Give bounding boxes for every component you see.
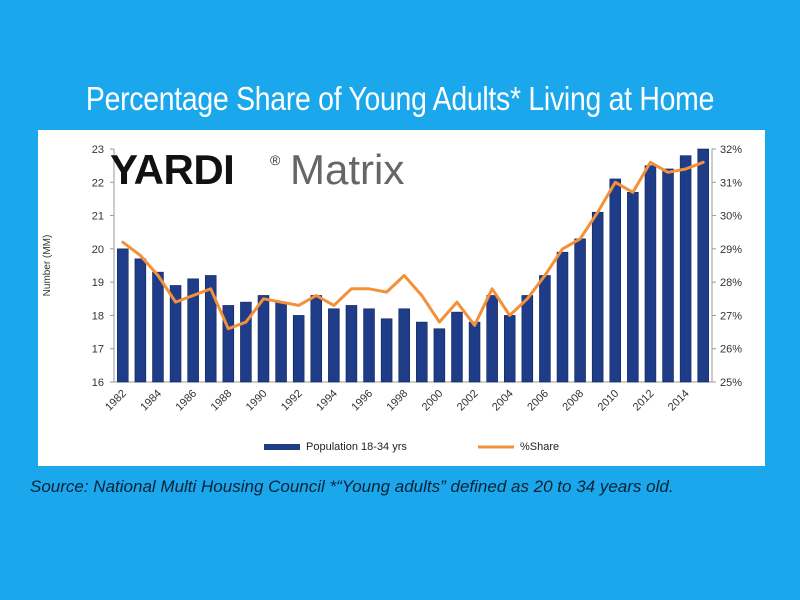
yardi-matrix-logo: YARDI ® Matrix (110, 146, 450, 193)
x-tick-label: 2010 (596, 388, 622, 414)
y2-tick-label: 26% (720, 344, 742, 356)
bar (697, 148, 709, 383)
bar (222, 305, 235, 383)
y-tick-label: 18 (92, 310, 104, 322)
x-tick-label: 2004 (490, 388, 516, 414)
x-tick-label: 1986 (173, 388, 199, 414)
bar (169, 285, 182, 383)
bar (292, 315, 305, 383)
x-tick-label: 1990 (244, 388, 270, 414)
x-tick-label: 2000 (420, 388, 446, 414)
bar (433, 328, 446, 383)
legend-label-share: %Share (520, 441, 559, 453)
x-tick-label: 1984 (138, 388, 164, 414)
logo-yardi-text: YARDI (110, 146, 235, 193)
logo-registered-mark: ® (270, 152, 281, 168)
bar (644, 165, 657, 383)
bar (503, 315, 516, 383)
bar (468, 321, 481, 383)
bar (240, 301, 252, 383)
y-tick-label: 22 (92, 177, 104, 189)
bar (204, 275, 217, 383)
bar (627, 191, 639, 383)
y-tick-label: 16 (92, 377, 104, 389)
bar (187, 278, 199, 383)
x-tick-label: 2014 (666, 388, 692, 414)
y2-tick-label: 27% (720, 310, 742, 322)
source-note: Source: National Multi Housing Council *… (30, 477, 674, 496)
bar (521, 295, 534, 383)
bar (345, 305, 358, 383)
page-title: Percentage Share of Young Adults* Living… (85, 80, 715, 117)
x-tick-label: 1998 (385, 388, 411, 414)
y2-tick-label: 29% (720, 244, 742, 256)
chart: 16 17 18 19 20 21 22 23 25% 26% 27% 28% 29% 30% 31% 32%… (42, 144, 742, 453)
bar (310, 295, 323, 383)
bar (328, 308, 340, 383)
y2-tick-label: 28% (720, 277, 742, 289)
logo-matrix-text: Matrix (290, 146, 405, 193)
y-tick-label: 23 (92, 144, 104, 156)
y-tick-label: 21 (92, 211, 104, 223)
bar (363, 308, 375, 383)
bar (609, 178, 622, 383)
bar (275, 301, 287, 383)
x-tick-label: 1988 (209, 388, 235, 414)
share-line (121, 160, 705, 331)
bar (556, 251, 569, 383)
bar (451, 311, 463, 383)
bar (486, 295, 498, 383)
y-tick-label: 20 (92, 244, 104, 256)
y-tick-label: 19 (92, 277, 104, 289)
bar (257, 295, 270, 383)
bar (380, 318, 393, 383)
bar (134, 258, 147, 383)
y2-tick-label: 31% (720, 177, 742, 189)
bar (152, 271, 164, 383)
bar (574, 238, 586, 383)
x-tick-label: 1996 (349, 388, 375, 414)
y-axis-title: Number (MM) (42, 235, 53, 297)
y-tick-label: 17 (92, 344, 104, 356)
bar (539, 275, 551, 383)
bar (117, 248, 129, 383)
y2-tick-label: 30% (720, 211, 742, 223)
bar (398, 308, 410, 383)
bar (416, 321, 428, 383)
x-tick-label: 1992 (279, 388, 305, 414)
x-tick-label: 1982 (103, 388, 129, 414)
legend-label-population: Population 18-34 yrs (306, 441, 407, 453)
x-tick-label: 2008 (560, 388, 586, 414)
legend-bar-swatch (264, 444, 300, 450)
y2-tick-label: 32% (720, 144, 742, 156)
bar (591, 211, 604, 383)
bar (662, 168, 674, 383)
y2-tick-label: 25% (720, 377, 742, 389)
bar (679, 155, 692, 383)
chart-panel: 16 17 18 19 20 21 22 23 25% 26% 27% 28% 29% 30% 31% 32%… (38, 130, 765, 466)
x-tick-label: 2006 (525, 388, 551, 414)
x-tick-label: 1994 (314, 388, 340, 414)
x-tick-label: 2002 (455, 388, 481, 414)
x-tick-label: 2012 (631, 388, 657, 414)
